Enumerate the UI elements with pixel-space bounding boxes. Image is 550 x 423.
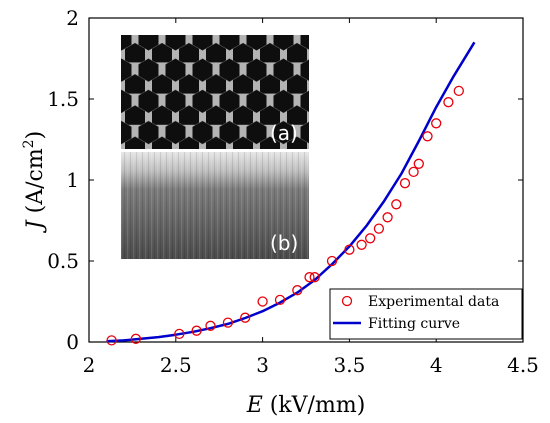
legend: Experimental data Fitting curve	[329, 288, 523, 340]
data-point	[431, 118, 442, 129]
data-point	[344, 244, 355, 255]
inset-b-cross-section: (b)	[121, 152, 309, 259]
y-tick-label: 1.5	[47, 87, 79, 111]
x-axis-label: E (kV/mm)	[246, 393, 366, 418]
data-point	[356, 239, 367, 250]
data-point	[130, 333, 142, 344]
fitting-curve-line	[106, 41, 476, 343]
y-axis-label-close: )	[23, 131, 48, 140]
x-tick-label: 4	[430, 353, 443, 377]
data-point	[399, 178, 411, 189]
y-tick-labels: 0 0.5 1 1.5 2	[47, 6, 79, 354]
legend-label-experimental: Experimental data	[368, 294, 499, 310]
data-point	[222, 317, 234, 328]
data-point	[326, 255, 338, 267]
y-axis-label-superscript: 2	[21, 139, 37, 148]
x-tick-label: 2.5	[160, 353, 192, 377]
data-point	[191, 325, 202, 336]
data-point	[408, 166, 419, 178]
legend-marker-experimental	[341, 295, 353, 307]
y-tick-label: 0.5	[47, 249, 79, 273]
data-point	[443, 97, 454, 108]
x-axis-label-symbol: E	[246, 393, 263, 418]
data-point	[365, 233, 376, 244]
data-point	[174, 328, 185, 340]
data-point	[453, 85, 464, 97]
inset-micrographs: (a) (b)	[121, 35, 309, 259]
data-point	[106, 335, 117, 346]
y-axis-label-symbol: J	[23, 219, 48, 233]
data-point	[257, 296, 268, 307]
y-tick-label: 0	[66, 330, 79, 354]
data-point	[422, 131, 433, 142]
data-point	[274, 294, 286, 306]
x-tick-label: 3	[256, 353, 269, 377]
x-tick-labels: 2 2.5 3 3.5 4 4.5	[83, 353, 539, 377]
inset-a-label: (a)	[270, 121, 298, 145]
data-point	[240, 312, 251, 323]
experimental-data-series	[106, 85, 464, 346]
x-tick-label: 2	[83, 353, 96, 377]
data-point	[382, 212, 393, 223]
y-axis-label: J (A/cm2)	[21, 131, 48, 233]
data-point	[304, 272, 315, 283]
data-point	[373, 223, 385, 234]
fitting-curve-series	[106, 41, 476, 343]
inset-a-hexagonal-mesh: (a)	[121, 35, 309, 149]
y-axis-label-unit: (A/cm	[23, 148, 48, 220]
legend-label-fitting: Fitting curve	[368, 316, 460, 332]
y-tick-label: 2	[66, 6, 79, 30]
x-axis-label-unit: (kV/mm)	[263, 393, 366, 418]
x-tick-label: 4.5	[507, 353, 539, 377]
y-tick-label: 1	[66, 168, 79, 192]
data-point	[309, 272, 320, 283]
data-point	[391, 199, 402, 210]
data-point	[413, 158, 424, 169]
x-tick-label: 3.5	[333, 353, 365, 377]
legend-box	[329, 288, 523, 340]
data-point	[292, 285, 303, 296]
inset-b-label: (b)	[270, 231, 298, 255]
data-point	[205, 320, 216, 331]
